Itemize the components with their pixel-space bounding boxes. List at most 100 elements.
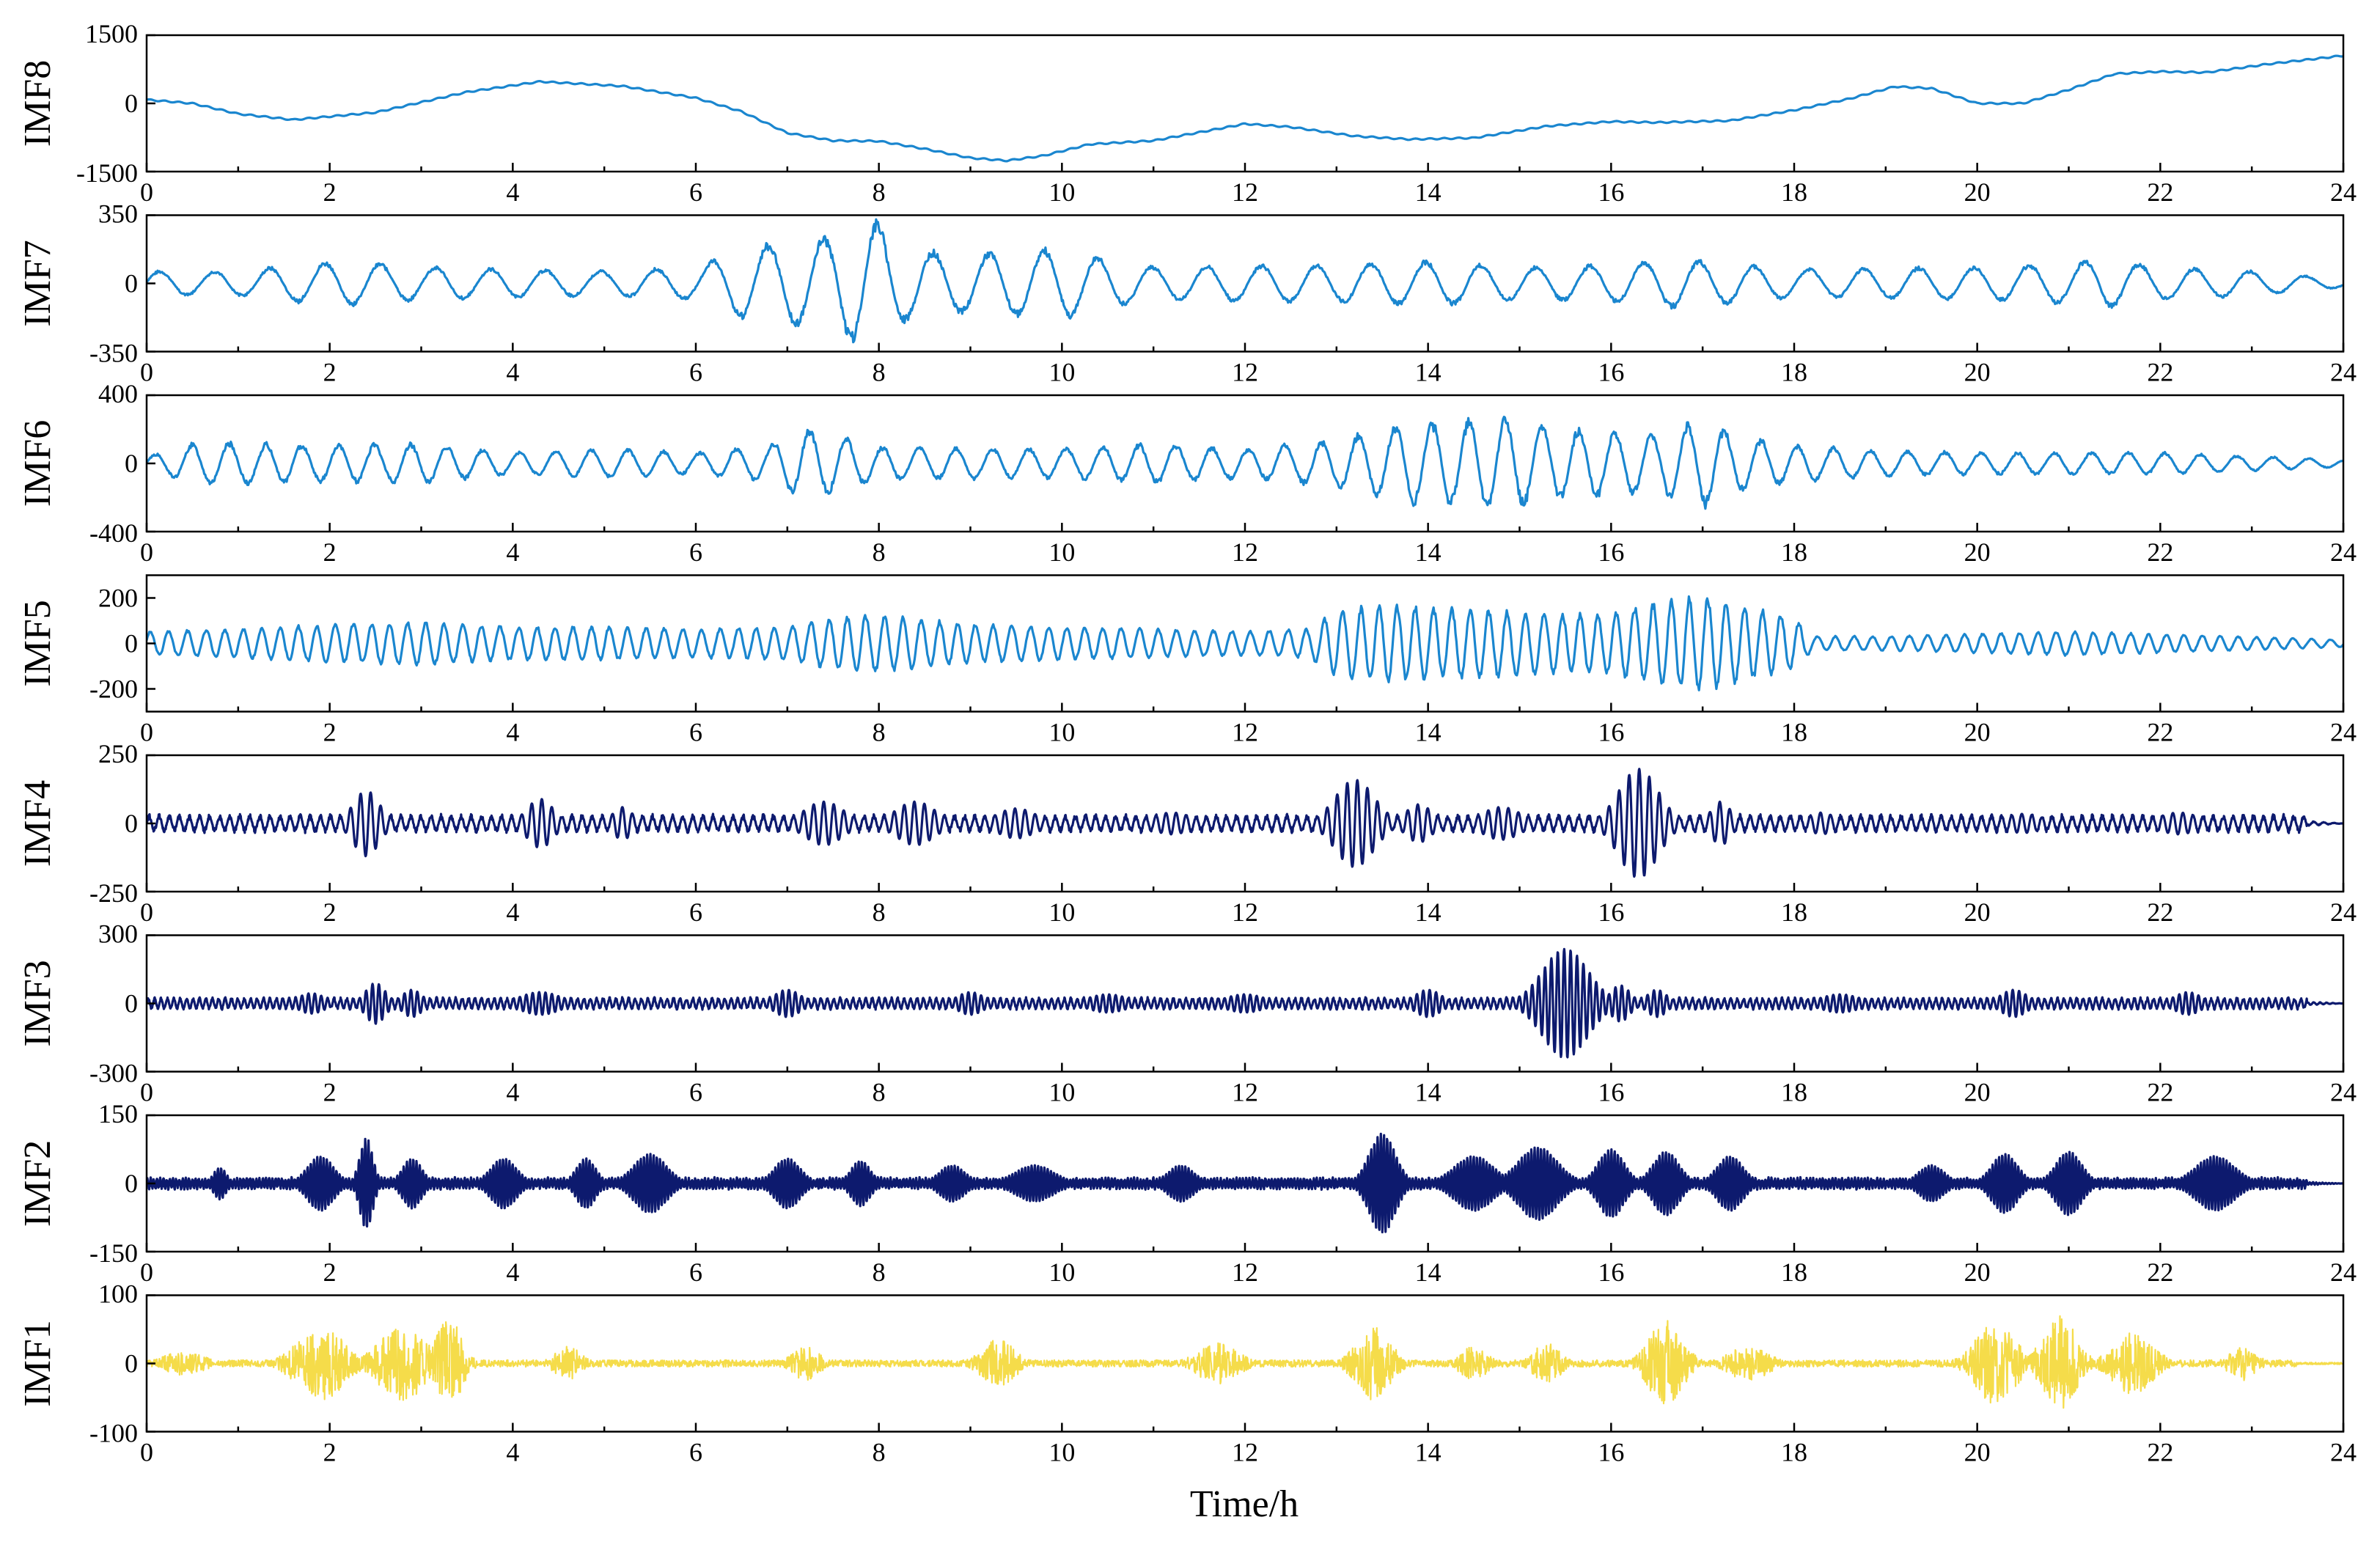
- x-tick-label: 8: [873, 718, 886, 747]
- x-tick-label: 4: [506, 358, 519, 387]
- y-tick-label: 300: [98, 919, 138, 949]
- x-tick-label: 20: [1964, 537, 1991, 567]
- x-tick-label: 0: [140, 358, 153, 387]
- imf2-series-line: [147, 1132, 2343, 1234]
- x-tick-label: 16: [1598, 897, 1624, 927]
- x-tick-label: 12: [1232, 1078, 1258, 1107]
- x-tick-label: 10: [1048, 897, 1075, 927]
- x-tick-label: 2: [323, 358, 337, 387]
- x-tick-label: 20: [1964, 718, 1991, 747]
- x-tick-label: 8: [873, 1078, 886, 1107]
- x-tick-label: 22: [2147, 897, 2173, 927]
- x-tick-label: 2: [323, 718, 337, 747]
- x-tick-label: 14: [1415, 1438, 1441, 1467]
- y-tick-label: 200: [98, 584, 138, 613]
- y-tick-label: -350: [89, 339, 138, 368]
- x-tick-label: 22: [2147, 537, 2173, 567]
- x-tick-label: 0: [140, 1078, 153, 1107]
- x-tick-label: 12: [1232, 1258, 1258, 1287]
- x-tick-label: 10: [1048, 1438, 1075, 1467]
- imf4-series-line: [147, 768, 2343, 878]
- y-tick-label: 350: [98, 199, 138, 229]
- imf5-series-line: [147, 595, 2343, 691]
- x-tick-label: 22: [2147, 177, 2173, 207]
- x-tick-label: 6: [689, 177, 702, 207]
- x-tick-label: 22: [2147, 358, 2173, 387]
- x-tick-label: 6: [689, 718, 702, 747]
- x-tick-label: 16: [1598, 1078, 1624, 1107]
- panel-label-imf3: IMF3: [17, 960, 59, 1046]
- panel-label-imf4: IMF4: [17, 780, 59, 867]
- x-tick-label: 16: [1598, 1438, 1624, 1467]
- x-tick-label: 24: [2330, 1258, 2357, 1287]
- x-tick-label: 12: [1232, 177, 1258, 207]
- y-tick-label: 0: [125, 1349, 138, 1378]
- x-tick-label: 22: [2147, 1258, 2173, 1287]
- imf1-series-line: [147, 1315, 2343, 1409]
- imf3-series-line: [147, 947, 2343, 1059]
- x-tick-label: 18: [1781, 1078, 1807, 1107]
- x-tick-label: 16: [1598, 358, 1624, 387]
- x-tick-label: 16: [1598, 1258, 1624, 1287]
- x-tick-label: 20: [1964, 1258, 1991, 1287]
- x-tick-label: 10: [1048, 1078, 1075, 1107]
- y-tick-label: 0: [125, 89, 138, 118]
- y-tick-label: 0: [125, 1169, 138, 1198]
- y-tick-label: 0: [125, 629, 138, 658]
- panel-label-imf8: IMF8: [17, 60, 59, 147]
- imf7-series-line: [147, 218, 2343, 344]
- x-tick-label: 6: [689, 358, 702, 387]
- x-tick-label: 22: [2147, 1078, 2173, 1107]
- y-tick-label: -400: [89, 518, 138, 548]
- y-tick-label: 400: [98, 379, 138, 408]
- x-tick-label: 8: [873, 537, 886, 567]
- x-tick-label: 2: [323, 897, 337, 927]
- x-tick-label: 18: [1781, 1258, 1807, 1287]
- x-tick-label: 0: [140, 897, 153, 927]
- x-tick-label: 2: [323, 1078, 337, 1107]
- x-tick-label: 24: [2330, 1438, 2357, 1467]
- plot-frame: [145, 394, 2345, 533]
- y-tick-label: -200: [89, 675, 138, 704]
- imf6-series-line: [147, 415, 2343, 510]
- x-tick-label: 22: [2147, 1438, 2173, 1467]
- x-tick-label: 18: [1781, 177, 1807, 207]
- x-tick-label: 12: [1232, 1438, 1258, 1467]
- x-tick-label: 10: [1048, 358, 1075, 387]
- x-tick-label: 0: [140, 537, 153, 567]
- x-tick-label: 8: [873, 1258, 886, 1287]
- x-tick-label: 2: [323, 1438, 337, 1467]
- x-tick-label: 14: [1415, 537, 1441, 567]
- x-tick-label: 6: [689, 1438, 702, 1467]
- panel-label-imf1: IMF1: [17, 1320, 59, 1406]
- y-tick-label: -250: [89, 878, 138, 908]
- x-tick-label: 4: [506, 1258, 519, 1287]
- x-tick-label: 20: [1964, 177, 1991, 207]
- x-tick-label: 4: [506, 1078, 519, 1107]
- x-tick-label: 6: [689, 897, 702, 927]
- y-tick-label: 0: [125, 989, 138, 1018]
- x-tick-label: 10: [1048, 718, 1075, 747]
- x-tick-label: 8: [873, 177, 886, 207]
- y-tick-label: -150: [89, 1238, 138, 1268]
- y-tick-label: 0: [125, 809, 138, 838]
- x-tick-label: 6: [689, 1258, 702, 1287]
- y-tick-label: 1500: [85, 19, 138, 48]
- x-tick-label: 12: [1232, 537, 1258, 567]
- x-tick-label: 24: [2330, 358, 2357, 387]
- x-tick-label: 16: [1598, 537, 1624, 567]
- x-tick-label: 14: [1415, 897, 1441, 927]
- x-tick-label: 10: [1048, 1258, 1075, 1287]
- x-tick-label: 0: [140, 718, 153, 747]
- x-tick-label: 18: [1781, 1438, 1807, 1467]
- x-tick-label: 0: [140, 1438, 153, 1467]
- x-tick-label: 24: [2330, 537, 2357, 567]
- x-tick-label: 18: [1781, 537, 1807, 567]
- x-tick-label: 24: [2330, 897, 2357, 927]
- x-tick-label: 16: [1598, 177, 1624, 207]
